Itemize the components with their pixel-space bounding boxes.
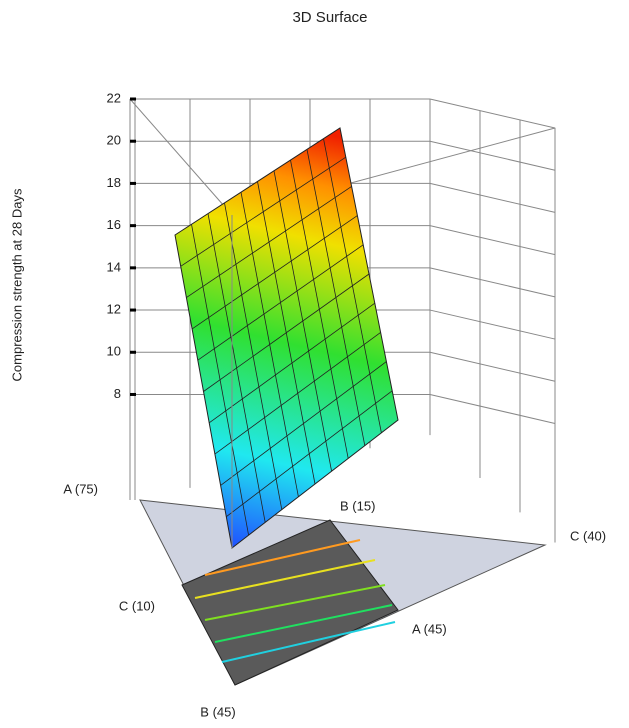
z-tick-label: 18 (107, 175, 121, 190)
z-tick-label: 10 (107, 344, 121, 359)
grid-line (429, 182, 556, 213)
vertex-label: A (45) (412, 621, 447, 636)
vertex-label: A (75) (63, 481, 98, 496)
vertex-label: B (45) (200, 704, 235, 719)
mesh-line (290, 160, 349, 459)
grid-line (429, 140, 556, 171)
z-tick-label: 16 (107, 217, 121, 232)
mesh-line (203, 273, 370, 392)
mesh-line (226, 390, 393, 518)
mesh-line (273, 170, 332, 472)
z-tick-label: 12 (107, 301, 121, 316)
surface-mesh (180, 138, 393, 536)
vertex-label: B (15) (340, 498, 375, 513)
z-tick-label: 20 (107, 133, 121, 148)
z-tick-label: 14 (107, 259, 121, 274)
mesh-line (306, 149, 366, 446)
surface (174, 127, 399, 549)
grid-line (429, 225, 556, 256)
chart-title: 3D Surface (292, 9, 367, 26)
grid-line (429, 309, 556, 340)
mesh-line (323, 138, 382, 433)
vertex-label: C (40) (570, 528, 606, 543)
contours (194, 539, 396, 663)
mesh-line (214, 332, 381, 455)
z-tick-label: 22 (107, 90, 121, 105)
edge (129, 98, 233, 216)
mesh-line (220, 361, 387, 486)
z-tick-label: 8 (114, 386, 121, 401)
grid-line (429, 98, 556, 129)
grid-line (429, 393, 556, 424)
vertex-label: C (10) (119, 598, 155, 613)
grid-line (429, 267, 556, 298)
z-axis-label: Compression strength at 28 Days (9, 188, 24, 381)
mesh-line (208, 302, 376, 424)
grid-line (429, 351, 556, 382)
